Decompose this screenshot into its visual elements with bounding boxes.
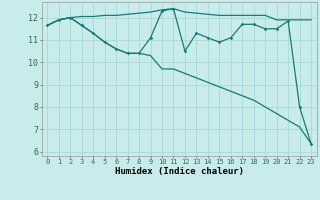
- X-axis label: Humidex (Indice chaleur): Humidex (Indice chaleur): [115, 167, 244, 176]
